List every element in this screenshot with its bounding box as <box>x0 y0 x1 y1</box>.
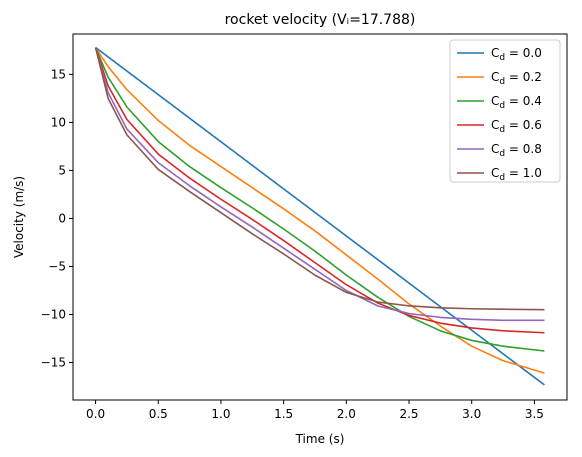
x-tick-label: 0.5 <box>149 407 168 421</box>
x-tick-label: 1.0 <box>211 407 230 421</box>
series-line-5 <box>94 47 545 311</box>
legend-label-5: Cd = 1.0 <box>491 166 542 183</box>
chart-title: rocket velocity (Vᵢ=17.788) <box>225 12 416 28</box>
legend-frame <box>449 39 561 183</box>
x-tick-label: 3.0 <box>462 407 481 421</box>
series-lines <box>94 46 545 386</box>
y-axis-ticks: −15 −10 −5 0 5 10 15 <box>41 67 73 370</box>
x-axis-ticks: 0.0 0.5 1.0 1.5 2.0 2.5 3.0 3.5 <box>86 400 544 421</box>
x-tick-label: 3.5 <box>525 407 544 421</box>
legend: Cd = 0.0 Cd = 0.2 Cd = 0.4 Cd = 0.6 Cd = 0.8… <box>449 39 561 183</box>
x-tick-label: 1.5 <box>274 407 293 421</box>
y-tick-label: −10 <box>41 308 66 322</box>
y-axis-label: Velocity (m/s) <box>12 176 26 258</box>
series-line-3 <box>94 47 545 334</box>
series-line-2 <box>94 47 545 352</box>
legend-label-2: Cd = 0.4 <box>491 94 542 111</box>
x-tick-label: 0.0 <box>86 407 105 421</box>
legend-label-1: Cd = 0.2 <box>491 70 542 87</box>
y-tick-label: 15 <box>51 67 66 81</box>
legend-label-4: Cd = 0.8 <box>491 142 542 159</box>
plot-frame <box>72 33 568 401</box>
y-tick-label: −15 <box>41 356 66 370</box>
x-tick-label: 2.5 <box>399 407 418 421</box>
y-tick-label: 0 <box>58 211 66 225</box>
series-line-0 <box>95 46 545 386</box>
x-axis-label: Time (s) <box>295 432 345 446</box>
legend-label-3: Cd = 0.6 <box>491 118 542 135</box>
y-tick-label: −5 <box>48 259 66 273</box>
y-tick-label: 5 <box>58 163 66 177</box>
x-tick-label: 2.0 <box>337 407 356 421</box>
y-tick-label: 10 <box>51 115 66 129</box>
series-line-4 <box>94 47 545 322</box>
legend-label-0: Cd = 0.0 <box>491 46 542 63</box>
